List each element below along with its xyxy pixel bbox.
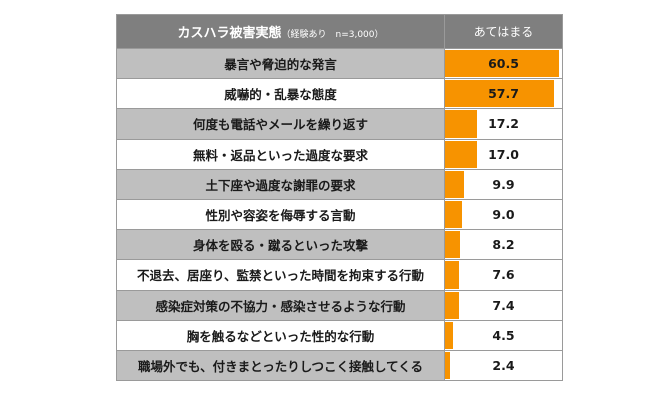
value-cell: 9.0	[444, 198, 563, 231]
category-label: 職場外でも、付きまとったりしつこく接触してくる	[116, 349, 445, 382]
value-bar	[445, 291, 459, 319]
table-row: 性別や容姿を侮辱する言動 9.0	[116, 198, 563, 231]
category-label: 性別や容姿を侮辱する言動	[116, 198, 445, 231]
table-row: 感染症対策の不協力・感染させるような行動 7.4	[116, 289, 563, 321]
value-cell: 8.2	[444, 229, 563, 261]
value-bar	[445, 110, 478, 138]
table-row: 威嚇的・乱暴な態度 57.7	[116, 78, 563, 110]
value-cell: 60.5	[444, 47, 563, 80]
value-cell: 7.4	[444, 289, 563, 321]
value-bar	[445, 261, 460, 289]
category-label: 無料・返品といった過度な要求	[116, 138, 445, 170]
table-row: 不退去、居座り、監禁といった時間を拘束する行動 7.6	[116, 259, 563, 291]
category-label: 身体を殴る・蹴るといった攻撃	[116, 229, 445, 261]
category-label: 威嚇的・乱暴な態度	[116, 78, 445, 110]
table-subtitle: （経験あり n=3,000）	[281, 30, 384, 40]
value-cell: 7.6	[444, 259, 563, 291]
value-cell: 9.9	[444, 168, 563, 200]
category-label: 不退去、居座り、監禁といった時間を拘束する行動	[116, 259, 445, 291]
value-bar	[445, 80, 554, 108]
value-label: 7.6	[492, 267, 515, 283]
value-label: 17.0	[488, 146, 519, 162]
value-bar	[445, 200, 462, 229]
value-cell: 17.2	[444, 108, 563, 140]
value-label: 9.0	[492, 207, 515, 223]
table-row: 職場外でも、付きまとったりしつこく接触してくる 2.4	[116, 349, 563, 382]
survey-table: カスハラ被害実態（経験あり n=3,000） あてはまる 暴言や脅迫的な発言 60…	[116, 14, 563, 382]
value-bar	[445, 170, 464, 198]
value-cell: 57.7	[444, 78, 563, 110]
value-cell: 2.4	[444, 349, 563, 382]
table-title-cell: カスハラ被害実態（経験あり n=3,000）	[116, 14, 445, 49]
value-label: 8.2	[492, 237, 515, 253]
value-label: 7.4	[492, 297, 515, 313]
value-label: 2.4	[492, 357, 515, 373]
table-body: 暴言や脅迫的な発言 60.5 威嚇的・乱暴な態度 57.7 何度も電話やメールを繰り返す…	[116, 47, 563, 382]
category-label: 感染症対策の不協力・感染させるような行動	[116, 289, 445, 321]
value-bar	[445, 140, 478, 168]
category-label: 暴言や脅迫的な発言	[116, 47, 445, 80]
value-cell: 17.0	[444, 138, 563, 170]
value-label: 17.2	[488, 116, 519, 132]
value-column-header: あてはまる	[444, 14, 563, 49]
table-row: 何度も電話やメールを繰り返す 17.2	[116, 108, 563, 140]
table-row: 土下座や過度な謝罪の要求 9.9	[116, 168, 563, 200]
value-label: 4.5	[492, 327, 515, 343]
value-bar	[445, 231, 461, 259]
value-label: 57.7	[488, 86, 519, 102]
category-label: 胸を触るなどといった性的な行動	[116, 319, 445, 351]
table-title: カスハラ被害実態	[177, 26, 282, 41]
value-cell: 4.5	[444, 319, 563, 351]
value-label: 60.5	[488, 56, 519, 72]
table-row: 暴言や脅迫的な発言 60.5	[116, 47, 563, 80]
table-row: 身体を殴る・蹴るといった攻撃 8.2	[116, 229, 563, 261]
value-label: 9.9	[492, 176, 515, 192]
table-row: 無料・返品といった過度な要求 17.0	[116, 138, 563, 170]
value-bar	[445, 50, 560, 78]
table-row: 胸を触るなどといった性的な行動 4.5	[116, 319, 563, 351]
value-bar	[445, 321, 454, 349]
category-label: 何度も電話やメールを繰り返す	[116, 108, 445, 140]
table-header-row: カスハラ被害実態（経験あり n=3,000） あてはまる	[116, 14, 563, 49]
category-label: 土下座や過度な謝罪の要求	[116, 168, 445, 200]
value-bar	[445, 351, 450, 380]
